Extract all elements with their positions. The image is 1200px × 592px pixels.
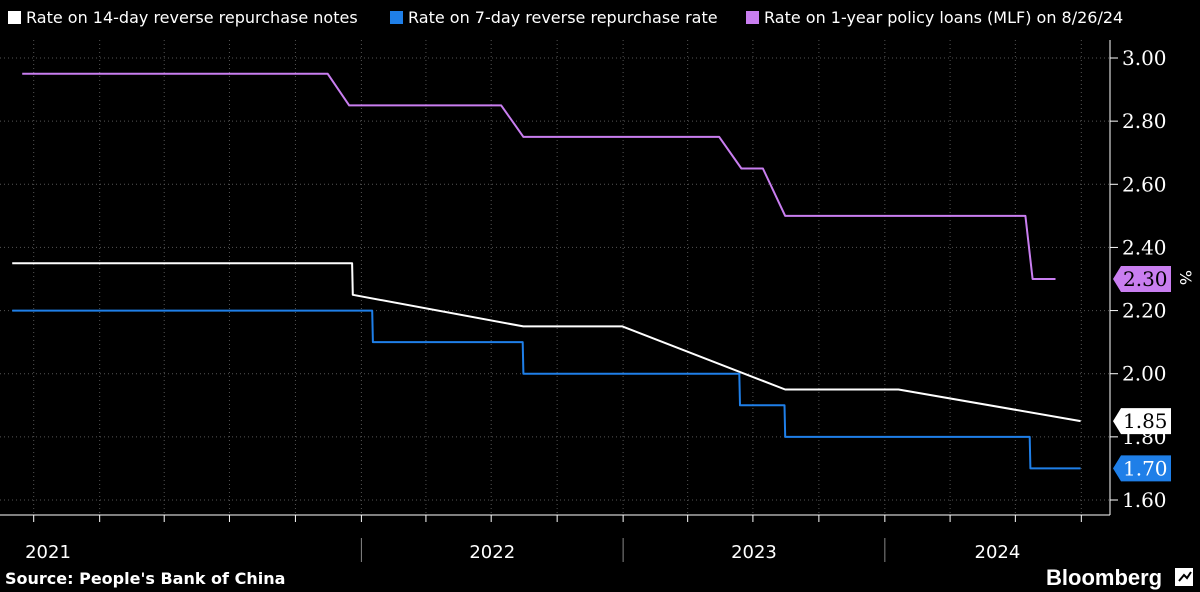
y-tick-labels: 3.002.802.602.402.202.001.801.60	[1110, 46, 1167, 512]
bloomberg-mark-icon	[1175, 568, 1193, 586]
y-axis-unit-label: %	[1176, 270, 1195, 285]
y-tick-label: 2.60	[1122, 172, 1167, 196]
x-year-label: 2024	[975, 542, 1021, 563]
series-line-3	[22, 72, 1056, 280]
badge-bg-1	[1113, 408, 1171, 435]
y-tick-label: 3.00	[1122, 46, 1167, 70]
y-tick-label: 2.40	[1122, 235, 1167, 259]
source-note: Source: People's Bank of China	[5, 569, 285, 588]
legend-label-3: Rate on 1-year policy loans (MLF) on 8/2…	[764, 8, 1123, 27]
x-year-label: 2022	[469, 542, 515, 563]
x-year-label: 2023	[731, 542, 777, 563]
x-year-label: 2021	[25, 542, 71, 563]
badge-label-1: 1.85	[1123, 409, 1168, 433]
legend-label-1: Rate on 14-day reverse repurchase notes	[26, 8, 358, 27]
last-value-badges: 1.85 1.70 2.30	[1113, 266, 1171, 482]
series-line-1	[12, 262, 1081, 423]
legend-swatch-2	[390, 11, 403, 24]
x-axis: 2021 2022 2023 2024	[0, 514, 1110, 563]
series-line-2	[12, 309, 1081, 470]
bloomberg-logo: Bloomberg	[1046, 565, 1162, 590]
series-lines	[12, 72, 1081, 470]
legend-swatch-3	[746, 11, 759, 24]
y-tick-label: 1.60	[1122, 488, 1167, 512]
badge-bg-3	[1113, 266, 1171, 292]
badge-bg-2	[1113, 455, 1171, 482]
y-tick-label: 2.80	[1122, 109, 1167, 133]
legend-swatch-1	[8, 11, 21, 24]
legend-label-2: Rate on 7-day reverse repurchase rate	[408, 8, 718, 27]
legend: Rate on 14-day reverse repurchase notes R…	[8, 8, 1123, 27]
grid-lines	[0, 40, 1110, 515]
y-tick-label: 2.00	[1122, 362, 1167, 386]
y-tick-label: 2.20	[1122, 299, 1167, 323]
badge-label-3: 2.30	[1123, 267, 1168, 291]
badge-label-2: 1.70	[1123, 456, 1168, 480]
